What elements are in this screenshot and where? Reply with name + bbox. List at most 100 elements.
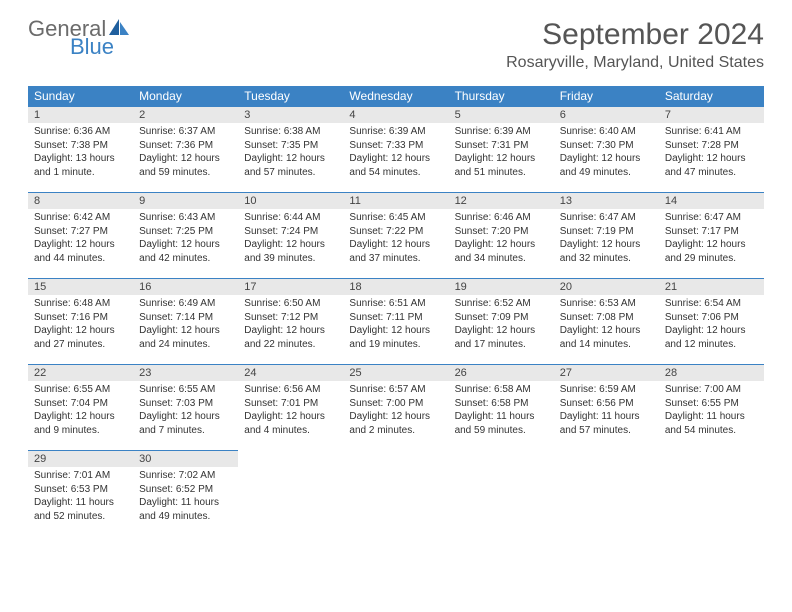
calendar-cell: 26Sunrise: 6:58 AMSunset: 6:58 PMDayligh… [449,364,554,450]
day-number: 19 [449,278,554,295]
calendar-cell: 24Sunrise: 6:56 AMSunset: 7:01 PMDayligh… [238,364,343,450]
calendar-cell: 20Sunrise: 6:53 AMSunset: 7:08 PMDayligh… [554,278,659,364]
calendar-cell: 21Sunrise: 6:54 AMSunset: 7:06 PMDayligh… [659,278,764,364]
calendar-cell [449,450,554,536]
day-number: 17 [238,278,343,295]
weekday-header: Tuesday [238,86,343,106]
day-number: 15 [28,278,133,295]
calendar-cell: 13Sunrise: 6:47 AMSunset: 7:19 PMDayligh… [554,192,659,278]
day-number: 9 [133,192,238,209]
day-data: Sunrise: 6:39 AMSunset: 7:31 PMDaylight:… [449,123,554,183]
calendar-cell: 23Sunrise: 6:55 AMSunset: 7:03 PMDayligh… [133,364,238,450]
day-number: 21 [659,278,764,295]
calendar-cell [659,450,764,536]
calendar-row: 1Sunrise: 6:36 AMSunset: 7:38 PMDaylight… [28,106,764,192]
day-data: Sunrise: 6:46 AMSunset: 7:20 PMDaylight:… [449,209,554,269]
day-data: Sunrise: 6:49 AMSunset: 7:14 PMDaylight:… [133,295,238,355]
day-data: Sunrise: 6:51 AMSunset: 7:11 PMDaylight:… [343,295,448,355]
day-data: Sunrise: 6:44 AMSunset: 7:24 PMDaylight:… [238,209,343,269]
day-number: 29 [28,450,133,467]
day-number: 2 [133,106,238,123]
calendar-cell: 27Sunrise: 6:59 AMSunset: 6:56 PMDayligh… [554,364,659,450]
day-number: 7 [659,106,764,123]
day-number: 22 [28,364,133,381]
day-data: Sunrise: 6:47 AMSunset: 7:17 PMDaylight:… [659,209,764,269]
day-number: 18 [343,278,448,295]
day-data: Sunrise: 6:38 AMSunset: 7:35 PMDaylight:… [238,123,343,183]
header: General Blue September 2024 Rosaryville,… [28,18,764,72]
day-data: Sunrise: 6:36 AMSunset: 7:38 PMDaylight:… [28,123,133,183]
calendar-cell: 2Sunrise: 6:37 AMSunset: 7:36 PMDaylight… [133,106,238,192]
calendar-cell: 8Sunrise: 6:42 AMSunset: 7:27 PMDaylight… [28,192,133,278]
day-data: Sunrise: 6:48 AMSunset: 7:16 PMDaylight:… [28,295,133,355]
day-number: 1 [28,106,133,123]
calendar-cell: 18Sunrise: 6:51 AMSunset: 7:11 PMDayligh… [343,278,448,364]
day-data: Sunrise: 6:42 AMSunset: 7:27 PMDaylight:… [28,209,133,269]
day-number: 13 [554,192,659,209]
day-data: Sunrise: 6:55 AMSunset: 7:03 PMDaylight:… [133,381,238,441]
calendar-cell: 3Sunrise: 6:38 AMSunset: 7:35 PMDaylight… [238,106,343,192]
day-number: 14 [659,192,764,209]
day-number: 12 [449,192,554,209]
calendar-row: 8Sunrise: 6:42 AMSunset: 7:27 PMDaylight… [28,192,764,278]
day-data: Sunrise: 6:58 AMSunset: 6:58 PMDaylight:… [449,381,554,441]
day-data: Sunrise: 6:52 AMSunset: 7:09 PMDaylight:… [449,295,554,355]
day-data: Sunrise: 6:43 AMSunset: 7:25 PMDaylight:… [133,209,238,269]
calendar-row: 15Sunrise: 6:48 AMSunset: 7:16 PMDayligh… [28,278,764,364]
day-data: Sunrise: 6:57 AMSunset: 7:00 PMDaylight:… [343,381,448,441]
calendar-cell [238,450,343,536]
day-data: Sunrise: 6:50 AMSunset: 7:12 PMDaylight:… [238,295,343,355]
calendar-cell: 17Sunrise: 6:50 AMSunset: 7:12 PMDayligh… [238,278,343,364]
weekday-header: Friday [554,86,659,106]
day-data: Sunrise: 6:53 AMSunset: 7:08 PMDaylight:… [554,295,659,355]
day-data: Sunrise: 6:41 AMSunset: 7:28 PMDaylight:… [659,123,764,183]
calendar-row: 22Sunrise: 6:55 AMSunset: 7:04 PMDayligh… [28,364,764,450]
day-number: 10 [238,192,343,209]
day-data: Sunrise: 6:54 AMSunset: 7:06 PMDaylight:… [659,295,764,355]
day-number: 20 [554,278,659,295]
calendar-cell: 9Sunrise: 6:43 AMSunset: 7:25 PMDaylight… [133,192,238,278]
day-number: 8 [28,192,133,209]
day-number: 23 [133,364,238,381]
weekday-header: Saturday [659,86,764,106]
day-number: 24 [238,364,343,381]
day-data: Sunrise: 6:40 AMSunset: 7:30 PMDaylight:… [554,123,659,183]
day-data: Sunrise: 6:56 AMSunset: 7:01 PMDaylight:… [238,381,343,441]
calendar-cell: 7Sunrise: 6:41 AMSunset: 7:28 PMDaylight… [659,106,764,192]
calendar-cell: 19Sunrise: 6:52 AMSunset: 7:09 PMDayligh… [449,278,554,364]
calendar-cell: 6Sunrise: 6:40 AMSunset: 7:30 PMDaylight… [554,106,659,192]
day-number: 30 [133,450,238,467]
weekday-header: Monday [133,86,238,106]
day-number: 28 [659,364,764,381]
day-data: Sunrise: 6:39 AMSunset: 7:33 PMDaylight:… [343,123,448,183]
logo: General Blue [28,18,130,58]
calendar-cell: 10Sunrise: 6:44 AMSunset: 7:24 PMDayligh… [238,192,343,278]
day-number: 5 [449,106,554,123]
day-data: Sunrise: 7:01 AMSunset: 6:53 PMDaylight:… [28,467,133,527]
calendar-cell: 16Sunrise: 6:49 AMSunset: 7:14 PMDayligh… [133,278,238,364]
day-number: 11 [343,192,448,209]
weekday-header: Thursday [449,86,554,106]
title-block: September 2024 Rosaryville, Maryland, Un… [506,18,764,72]
location: Rosaryville, Maryland, United States [506,54,764,72]
calendar-cell [554,450,659,536]
day-data: Sunrise: 7:02 AMSunset: 6:52 PMDaylight:… [133,467,238,527]
logo-text-blue: Blue [70,36,130,58]
day-data: Sunrise: 6:47 AMSunset: 7:19 PMDaylight:… [554,209,659,269]
calendar-body: 1Sunrise: 6:36 AMSunset: 7:38 PMDaylight… [28,106,764,536]
day-number: 6 [554,106,659,123]
calendar-cell: 11Sunrise: 6:45 AMSunset: 7:22 PMDayligh… [343,192,448,278]
calendar-cell: 30Sunrise: 7:02 AMSunset: 6:52 PMDayligh… [133,450,238,536]
day-data: Sunrise: 6:55 AMSunset: 7:04 PMDaylight:… [28,381,133,441]
calendar-cell: 1Sunrise: 6:36 AMSunset: 7:38 PMDaylight… [28,106,133,192]
day-data: Sunrise: 7:00 AMSunset: 6:55 PMDaylight:… [659,381,764,441]
day-number: 26 [449,364,554,381]
day-number: 27 [554,364,659,381]
calendar-cell: 5Sunrise: 6:39 AMSunset: 7:31 PMDaylight… [449,106,554,192]
calendar-cell: 22Sunrise: 6:55 AMSunset: 7:04 PMDayligh… [28,364,133,450]
calendar-cell: 12Sunrise: 6:46 AMSunset: 7:20 PMDayligh… [449,192,554,278]
calendar-cell: 14Sunrise: 6:47 AMSunset: 7:17 PMDayligh… [659,192,764,278]
month-title: September 2024 [506,18,764,52]
calendar-cell [343,450,448,536]
calendar-cell: 4Sunrise: 6:39 AMSunset: 7:33 PMDaylight… [343,106,448,192]
